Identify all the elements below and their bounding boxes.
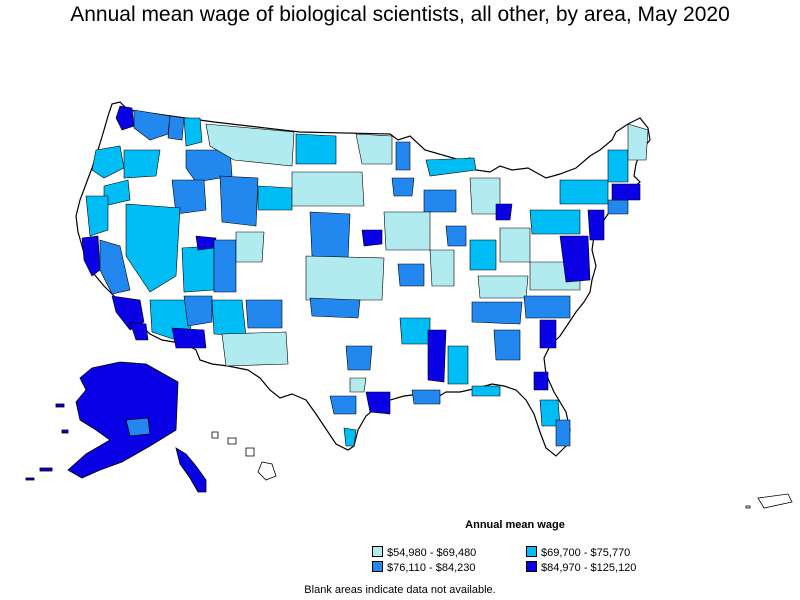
- region-in: [469, 239, 497, 271]
- region-tx-dfw: [345, 345, 373, 371]
- page-title: Annual mean wage of biological scientist…: [70, 3, 730, 26]
- region-al: [447, 345, 469, 385]
- aleutian-islands: [25, 403, 69, 481]
- region-ne-east: [361, 229, 383, 247]
- region-id-south: [171, 179, 207, 215]
- region-nd-west: [295, 133, 337, 165]
- region-ca-sandiego: [129, 321, 149, 341]
- region-ak-main: [67, 361, 179, 479]
- region-ak-anchorage: [125, 417, 151, 437]
- legend-swatch: [526, 546, 537, 557]
- region-mo: [397, 263, 425, 287]
- region-me: [627, 123, 649, 161]
- region-wy-south: [257, 185, 293, 211]
- region-nm-north: [245, 299, 283, 329]
- region-ar: [399, 317, 431, 345]
- legend-swatch: [372, 561, 383, 572]
- region-ak-panhandle: [175, 447, 207, 493]
- region-tn: [471, 301, 523, 325]
- region-tx-east: [349, 377, 367, 393]
- region-sd: [291, 171, 365, 207]
- legend-item-low: $54,980 - $69,480: [372, 546, 476, 560]
- region-ms: [427, 329, 447, 383]
- region-pa: [529, 209, 581, 235]
- region-ok: [309, 297, 361, 319]
- region-il-chicago: [445, 225, 467, 247]
- maui: [245, 447, 255, 457]
- region-or-central: [123, 149, 161, 179]
- region-nj: [587, 209, 605, 241]
- region-il: [429, 249, 455, 287]
- legend-item-mid-low: $69,700 - $75,770: [526, 546, 630, 560]
- region-mi-up: [425, 157, 477, 177]
- puerto-rico-island: [757, 493, 793, 509]
- region-ut: [181, 245, 215, 293]
- hawaii: [211, 431, 277, 481]
- footnote: Blank areas indicate data not available.: [304, 584, 496, 596]
- legend-label: $76,110 - $84,230: [387, 562, 476, 574]
- region-nc: [523, 295, 571, 319]
- region-mn-south: [391, 177, 415, 197]
- region-wa-east: [167, 115, 185, 141]
- hawaii-island: [257, 461, 277, 481]
- region-co-east: [235, 231, 265, 263]
- region-ma: [611, 183, 641, 201]
- region-az-south: [211, 299, 247, 337]
- region-ks: [305, 255, 385, 301]
- region-vt-nh: [607, 149, 629, 183]
- region-id-north: [183, 117, 203, 147]
- region-nm-south: [221, 331, 289, 367]
- region-wa-west: [115, 105, 135, 131]
- region-mi-lower: [469, 177, 501, 215]
- puerto-rico: [745, 493, 793, 509]
- region-ga: [493, 329, 521, 361]
- region-az-phoenix: [183, 295, 213, 327]
- region-wa-central: [133, 109, 171, 141]
- kauai: [211, 431, 219, 439]
- legend-swatch: [372, 546, 383, 557]
- region-or-west: [91, 145, 125, 179]
- legend-label: $54,980 - $69,480: [387, 547, 477, 559]
- region-tx-houston: [365, 391, 391, 415]
- region-ne: [309, 211, 351, 259]
- region-co-west: [213, 239, 237, 293]
- region-fl-panhandle: [471, 385, 501, 397]
- region-ca-north: [85, 195, 109, 237]
- region-tx-austin: [329, 395, 357, 415]
- region-la: [411, 389, 441, 405]
- region-nv: [125, 203, 181, 293]
- region-fl-north: [533, 371, 549, 391]
- region-oh: [499, 227, 531, 263]
- region-mi-detroit: [495, 203, 513, 221]
- region-ut-north: [195, 235, 217, 251]
- oahu: [227, 437, 237, 445]
- region-az-tucson: [171, 327, 207, 349]
- region-ky: [477, 275, 529, 299]
- legend-swatch: [526, 561, 537, 572]
- legend-item-high: $84,970 - $125,120: [526, 561, 636, 575]
- region-fl-south: [555, 419, 571, 447]
- region-ia: [383, 211, 431, 251]
- region-ct-ri: [607, 199, 629, 215]
- pr-vieques: [745, 505, 751, 509]
- region-wy: [219, 175, 259, 227]
- region-wi: [423, 189, 457, 213]
- region-sc: [539, 319, 557, 349]
- legend-label: $69,700 - $75,770: [541, 547, 631, 559]
- legend-title: Annual mean wage: [465, 519, 565, 531]
- region-ny: [559, 179, 609, 205]
- legend-label: $84,970 - $125,120: [541, 562, 637, 574]
- region-mn-north: [395, 141, 411, 171]
- region-nd-east: [355, 133, 393, 165]
- alaska: [25, 361, 207, 493]
- legend-item-mid-high: $76,110 - $84,230: [372, 561, 475, 575]
- region-md-dc: [559, 235, 591, 283]
- region-ca-central: [99, 239, 131, 295]
- region-tx-coast: [343, 427, 357, 447]
- region-mt-east: [205, 123, 295, 167]
- map-regions: [81, 105, 649, 447]
- region-ca-bay: [81, 235, 101, 277]
